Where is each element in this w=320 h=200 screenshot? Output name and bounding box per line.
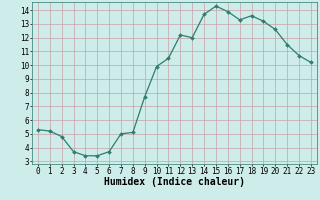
X-axis label: Humidex (Indice chaleur): Humidex (Indice chaleur) [104, 177, 245, 187]
